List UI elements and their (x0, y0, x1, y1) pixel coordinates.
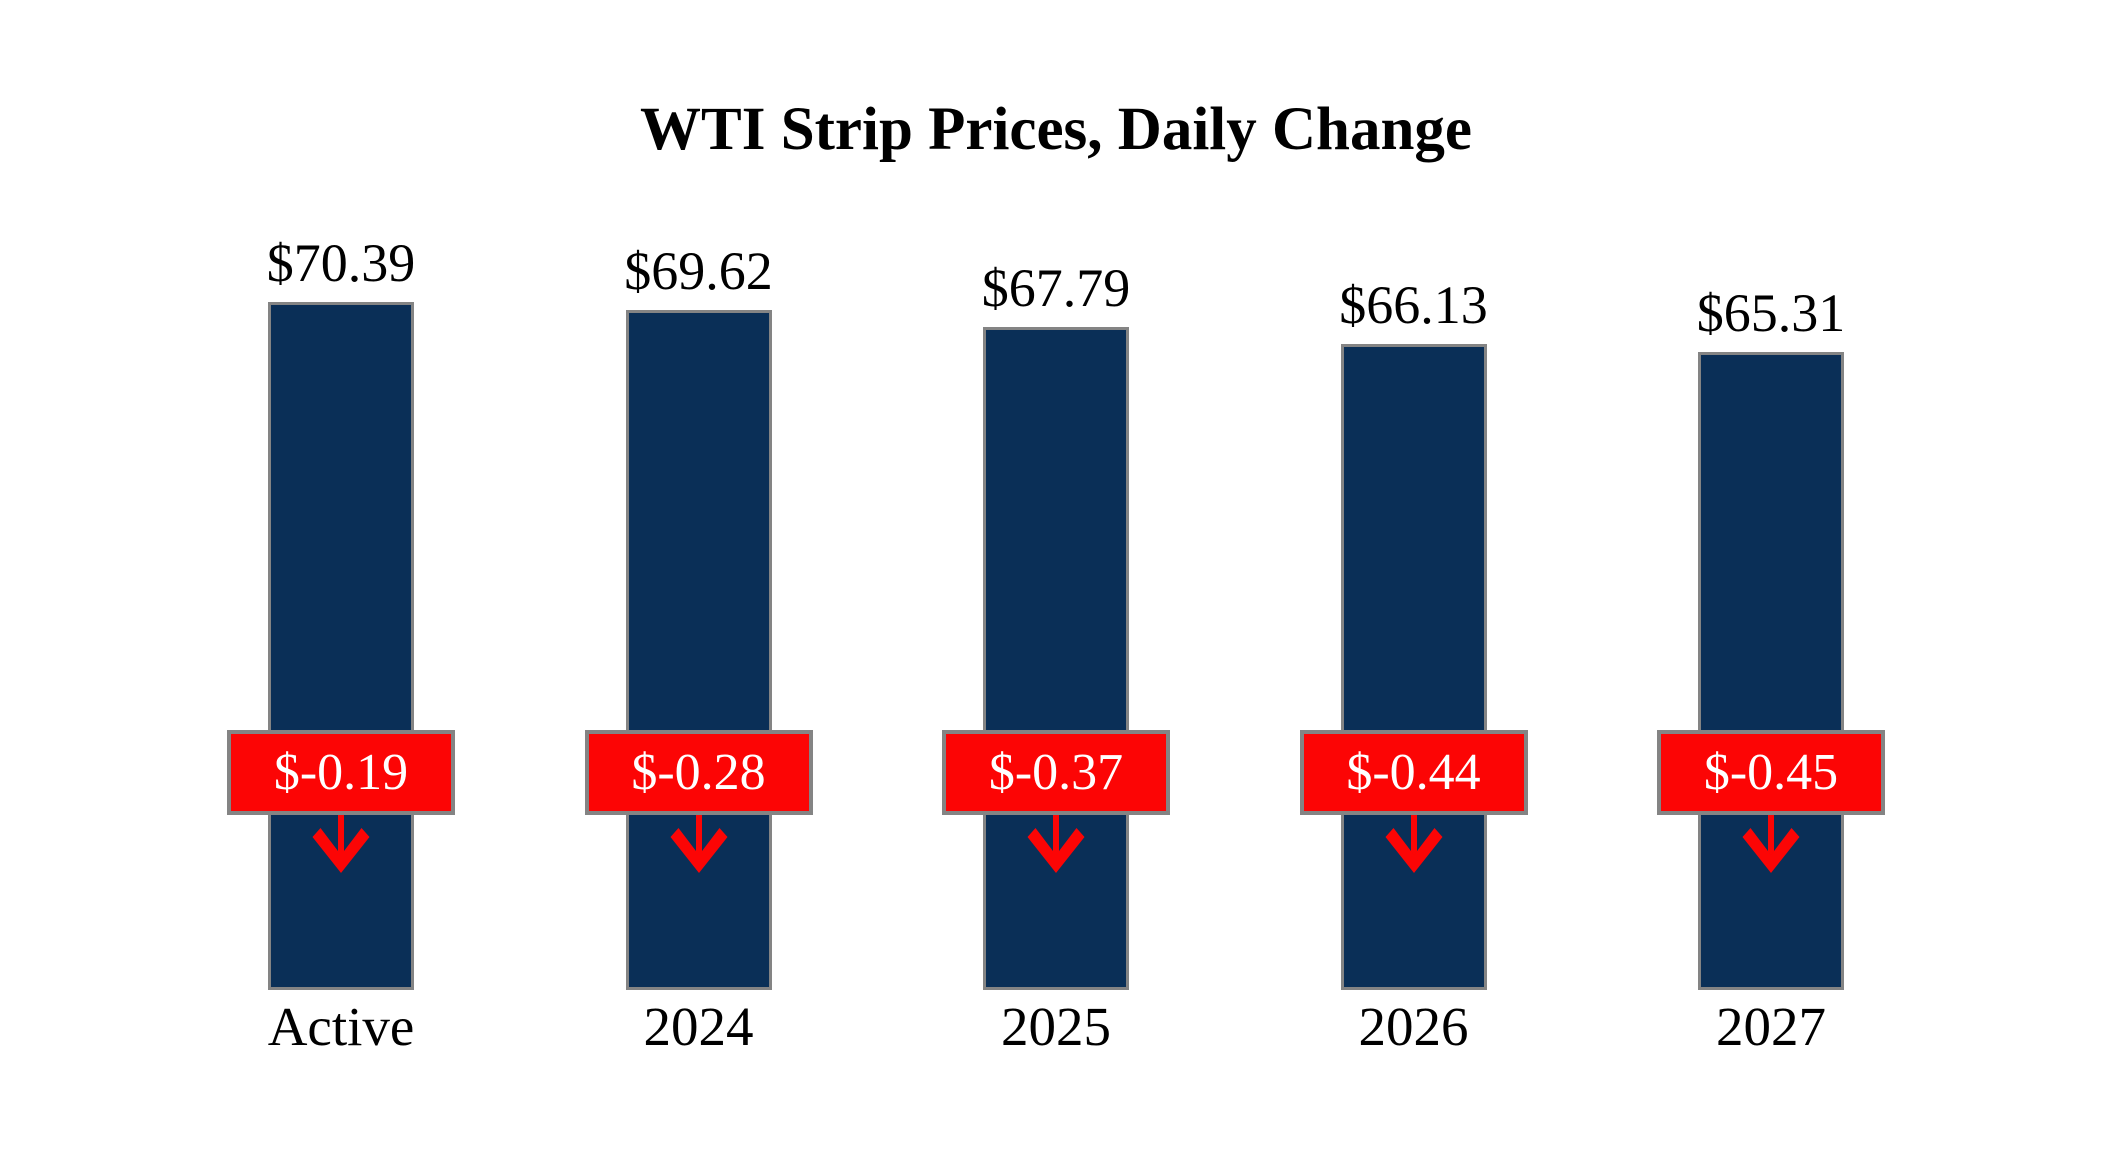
bar-group: $69.62 $-0.28 2024 (549, 0, 849, 1152)
down-arrow-icon (1385, 815, 1442, 873)
price-label: $66.13 (1339, 274, 1488, 335)
category-label: 2025 (1001, 996, 1111, 1057)
bar-group: $65.31 $-0.45 2027 (1621, 0, 1921, 1152)
bar-group: $70.39 $-0.19 Active (191, 0, 491, 1152)
price-bar (1340, 343, 1487, 990)
down-arrow-icon (1027, 815, 1085, 873)
price-label: $69.62 (624, 240, 773, 301)
price-label: $70.39 (266, 233, 416, 293)
chart-title: WTI Strip Prices, Daily Change (640, 96, 1472, 163)
daily-change-badge: $-0.37 (942, 730, 1170, 815)
daily-change-badge: $-0.28 (584, 730, 813, 815)
price-bar (983, 327, 1129, 990)
category-label: Active (267, 996, 415, 1057)
price-bar (1698, 351, 1844, 990)
down-arrow-icon (312, 815, 370, 873)
category-label: 2027 (1716, 996, 1826, 1057)
price-bar (268, 302, 414, 990)
down-arrow-icon (670, 815, 727, 873)
price-label: $67.79 (981, 258, 1131, 319)
price-label: $65.31 (1696, 282, 1846, 343)
down-arrow-icon (1742, 815, 1800, 873)
bar-group: $66.13 $-0.44 2026 (1264, 0, 1564, 1152)
daily-change-badge: $-0.45 (1657, 730, 1885, 815)
category-label: 2026 (1358, 996, 1469, 1057)
daily-change-badge: $-0.19 (227, 730, 455, 815)
daily-change-badge: $-0.44 (1299, 730, 1528, 815)
price-bar (625, 309, 772, 990)
category-label: 2024 (643, 996, 754, 1057)
bar-group: $67.79 $-0.37 2025 (906, 0, 1206, 1152)
